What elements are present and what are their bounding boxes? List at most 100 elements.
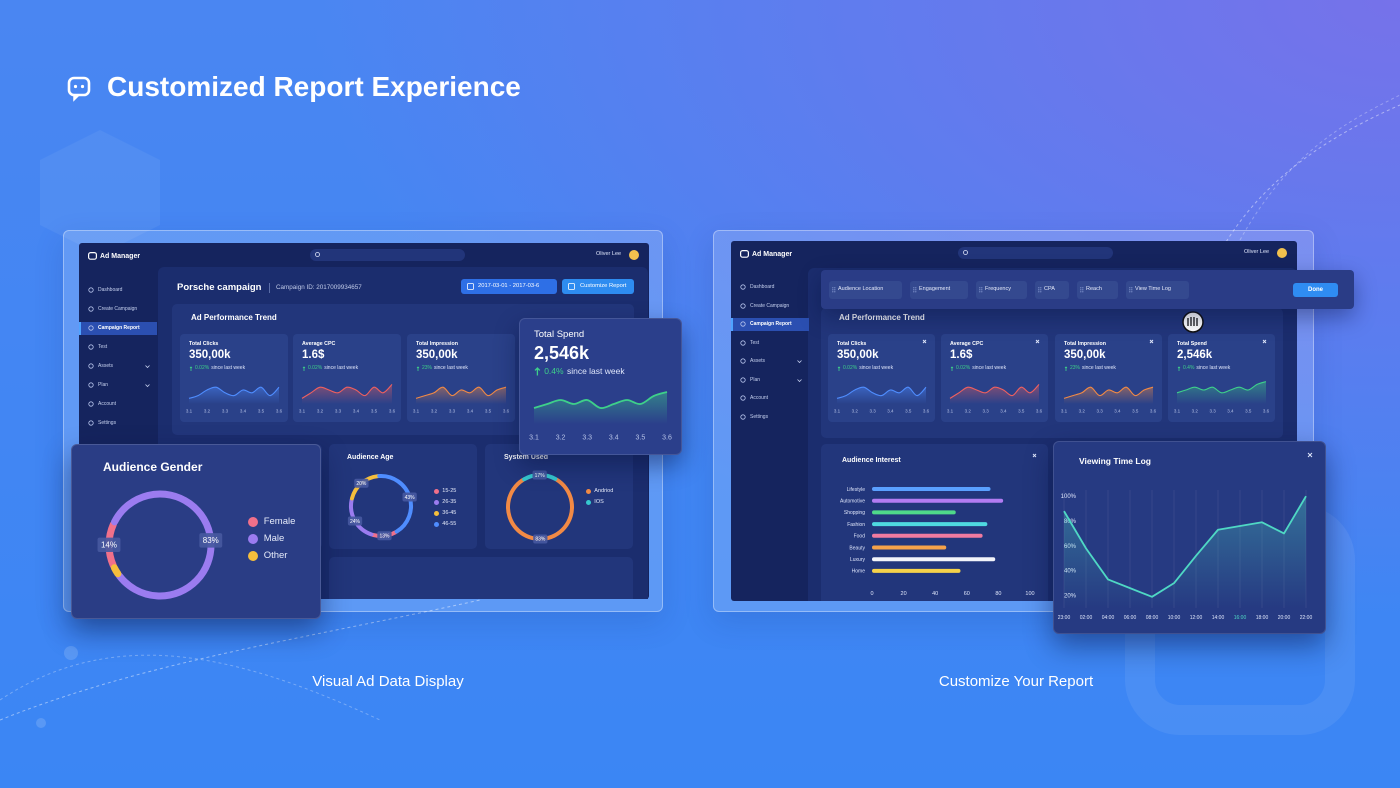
date-button[interactable] xyxy=(461,279,557,294)
nav-item[interactable]: Plan xyxy=(750,376,761,383)
nav-item[interactable]: Settings xyxy=(98,420,117,426)
nav-item[interactable]: Campaign Report xyxy=(98,325,140,331)
nav-item[interactable]: Campaign Report xyxy=(750,321,792,327)
change-value: 0.4% xyxy=(544,366,564,376)
chevron-glyph xyxy=(797,378,802,382)
close-icon[interactable] xyxy=(1032,453,1037,458)
nav-icon xyxy=(88,306,94,312)
x-tick-label: 23:00 xyxy=(1058,615,1071,621)
sparkline: 3.1 3.2 3.3 3.4 3.5 3.6 xyxy=(529,391,672,442)
line xyxy=(1063,495,1307,598)
close-icon[interactable] xyxy=(1307,452,1313,458)
nav-item[interactable]: Assets xyxy=(98,363,114,369)
toolbar-chip[interactable] xyxy=(976,281,1027,299)
chip-label[interactable]: Frequency xyxy=(985,286,1011,292)
since-text: since last week xyxy=(972,365,1007,371)
x-tick-label: 14:00 xyxy=(1212,615,1225,621)
avatar[interactable] xyxy=(629,250,639,260)
y-tick-label: Food xyxy=(854,534,866,540)
close-icon[interactable] xyxy=(1035,339,1040,344)
close-icon[interactable] xyxy=(1262,339,1267,344)
nav-item[interactable]: Test xyxy=(750,339,760,346)
spark-line xyxy=(1063,386,1154,399)
nav-item[interactable]: Settings xyxy=(750,413,769,420)
avatar[interactable] xyxy=(1277,248,1287,258)
nav-item[interactable]: Dashboard xyxy=(750,284,775,290)
close-icon[interactable] xyxy=(922,339,927,344)
chip-label[interactable]: CPA xyxy=(1044,286,1055,292)
sparkline: 3.1 3.2 3.3 3.4 3.5 3.6 xyxy=(1061,386,1157,414)
drag-dot xyxy=(1131,289,1133,291)
dashed-curve xyxy=(0,654,381,721)
donut-chart: 14% 83% xyxy=(97,490,223,600)
up-arrow xyxy=(1064,366,1068,371)
cursor-hand xyxy=(1182,311,1204,333)
change-value: 0.02% xyxy=(308,365,323,371)
nav-item[interactable]: Dashboard xyxy=(98,287,123,293)
x-tick-label: 3.3 xyxy=(1209,409,1216,414)
bar-chart: Lifestyle Automotive Shopping Fashion Food Be… xyxy=(840,487,1035,597)
y-tick-label: Shopping xyxy=(844,510,865,516)
legend-label: 26-35 xyxy=(442,498,457,505)
x-tick-label: 3.4 xyxy=(1227,409,1234,414)
done-label[interactable]: Done xyxy=(1308,287,1323,293)
kpi-change: 23% since last week xyxy=(1064,366,1116,371)
dot-decor xyxy=(36,718,46,728)
kpi-label: Total Clicks xyxy=(189,341,219,347)
x-tick-label: 0 xyxy=(870,591,873,597)
x-tick-label: 3.4 xyxy=(353,409,360,414)
toolbar-chip[interactable] xyxy=(1077,281,1118,299)
value-label-bg xyxy=(533,534,548,544)
app-logo xyxy=(88,252,97,260)
close-glyph xyxy=(1307,452,1313,458)
x-tick-label: 3.3 xyxy=(449,409,456,414)
chip-label[interactable]: Audience Location xyxy=(838,286,884,292)
chevron-glyph xyxy=(145,384,150,388)
chip-label[interactable]: Reach xyxy=(1086,286,1102,292)
x-tick-label: 3.5 xyxy=(1245,409,1252,414)
customize-button[interactable] xyxy=(562,279,634,294)
legend-label: 15-25 xyxy=(442,487,457,494)
search-bar[interactable] xyxy=(958,247,1113,259)
kpi-popup xyxy=(519,318,682,455)
nav-icon xyxy=(88,401,94,407)
drag-dot xyxy=(981,289,983,291)
nav-item[interactable]: Account xyxy=(750,395,769,401)
close-icon[interactable] xyxy=(1149,339,1154,344)
search-glyph xyxy=(963,250,968,255)
sparkline: 3.1 3.2 3.3 3.4 3.5 3.6 xyxy=(947,384,1043,414)
nav-item[interactable]: Account xyxy=(98,401,117,407)
arrow-glyph xyxy=(302,366,306,371)
nav-glyph xyxy=(88,344,94,350)
caption: Customize Your Report xyxy=(938,673,1094,690)
nav-item[interactable]: Create Campaign xyxy=(98,306,138,312)
toolbar-chip[interactable] xyxy=(1126,281,1189,299)
drag-dot xyxy=(1082,289,1084,291)
nav-item[interactable]: Assets xyxy=(750,358,766,364)
kpi-label: Total Impression xyxy=(1064,341,1106,347)
nav-item[interactable]: Test xyxy=(98,344,108,350)
nav-glyph xyxy=(740,413,746,420)
chip-label[interactable]: View Time Log xyxy=(1135,286,1171,292)
bar xyxy=(872,487,991,491)
up-arrow xyxy=(189,366,193,371)
donut-segment xyxy=(110,564,122,578)
customize-label[interactable]: Customize Report xyxy=(580,283,627,289)
x-tick-label: 3.5 xyxy=(1132,409,1139,414)
toolbar-chip[interactable] xyxy=(910,281,968,299)
nav-item[interactable]: Plan xyxy=(98,382,109,388)
close-glyph xyxy=(1035,339,1040,344)
x-tick-label: 3.4 xyxy=(240,409,247,414)
chip-label[interactable]: Engagement xyxy=(919,286,951,292)
toolbar-chip[interactable] xyxy=(1035,281,1069,299)
x-tick-label: 3.3 xyxy=(222,409,229,414)
search-bar[interactable] xyxy=(310,249,465,261)
change-value: 0.02% xyxy=(843,365,858,371)
logo-glyph xyxy=(740,250,749,258)
app-name: Ad Manager xyxy=(100,253,141,260)
x-tick-label: 3.1 xyxy=(1174,409,1181,414)
x-tick-label: 06:00 xyxy=(1124,615,1137,621)
done-button[interactable] xyxy=(1293,283,1338,297)
nav-item[interactable]: Create Campaign xyxy=(750,302,790,309)
toolbar-chip[interactable] xyxy=(829,281,902,299)
